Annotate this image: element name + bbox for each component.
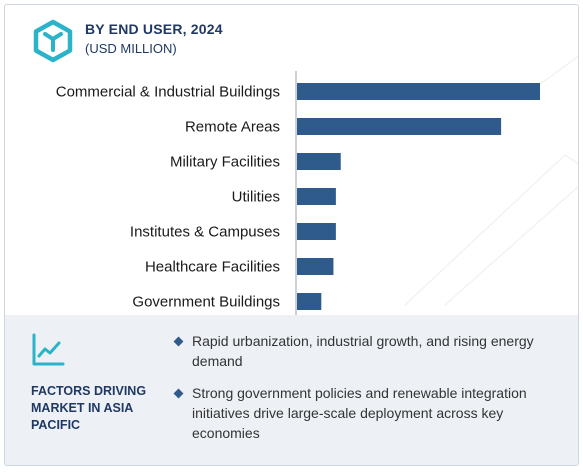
category-label: Utilities bbox=[232, 189, 280, 206]
bullet-list: Rapid urbanization, industrial growth, a… bbox=[173, 331, 545, 455]
hexagon-logo-icon bbox=[33, 19, 73, 63]
bar bbox=[297, 293, 322, 310]
title-block: BY END USER, 2024 (USD MILLION) bbox=[85, 21, 223, 56]
panel-heading: FACTORS DRIVING MARKET IN ASIA PACIFIC bbox=[31, 384, 147, 432]
category-label: Commercial & Industrial Buildings bbox=[56, 84, 280, 101]
bar-chart: Commercial & Industrial Buildings Remote … bbox=[56, 71, 540, 315]
chart-title: BY END USER, 2024 bbox=[85, 21, 223, 37]
bar bbox=[297, 223, 336, 240]
category-label: Military Facilities bbox=[170, 154, 280, 171]
bullet-item: Strong government policies and renewable… bbox=[173, 383, 545, 443]
factors-panel: FACTORS DRIVING MARKET IN ASIA PACIFIC R… bbox=[5, 315, 578, 465]
bullet-text: Strong government policies and renewable… bbox=[192, 385, 527, 441]
chart-card: BY END USER, 2024 (USD MILLION) Commerci… bbox=[4, 4, 579, 466]
category-label: Government Buildings bbox=[132, 294, 280, 311]
bar bbox=[297, 118, 502, 135]
bar bbox=[297, 83, 540, 100]
category-label: Institutes & Campuses bbox=[130, 224, 280, 241]
bullet-text: Rapid urbanization, industrial growth, a… bbox=[192, 333, 534, 369]
bar bbox=[297, 188, 336, 205]
category-label: Healthcare Facilities bbox=[145, 259, 280, 276]
diamond-bullet-icon bbox=[173, 388, 184, 399]
chart-subtitle: (USD MILLION) bbox=[85, 41, 177, 56]
bullet-item: Rapid urbanization, industrial growth, a… bbox=[173, 331, 545, 371]
category-label: Remote Areas bbox=[185, 119, 280, 136]
trend-chart-icon bbox=[32, 333, 65, 366]
bar bbox=[297, 153, 341, 170]
bar bbox=[297, 258, 334, 275]
diamond-bullet-icon bbox=[173, 336, 184, 347]
